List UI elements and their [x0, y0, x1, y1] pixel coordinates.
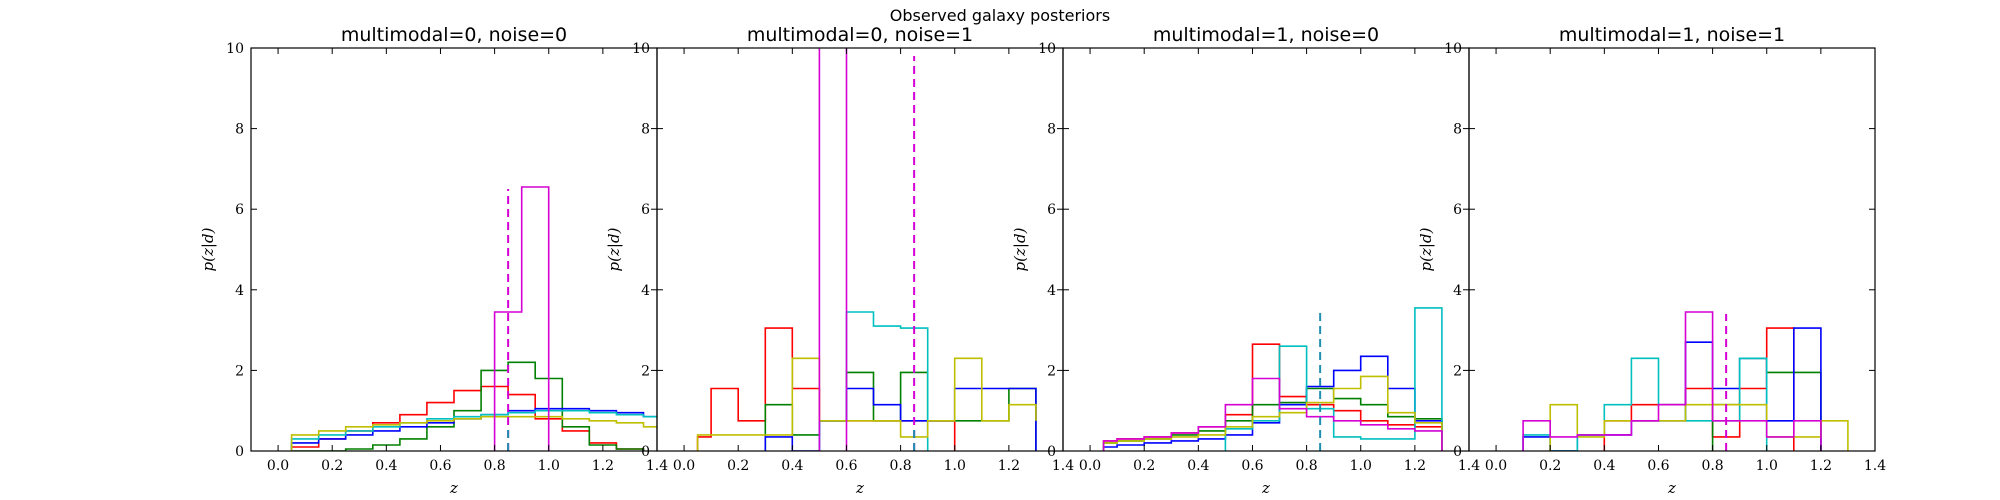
- y-tick-label: 6: [1453, 202, 1462, 218]
- x-tick-label: 0.0: [1079, 458, 1101, 474]
- x-tick-label: 1.0: [944, 458, 966, 474]
- x-tick-label: 0.4: [375, 458, 397, 474]
- plot-area: [696, 48, 1037, 451]
- y-axis-label: p(z|d): [605, 227, 623, 271]
- x-tick-label: 0.4: [1187, 458, 1209, 474]
- x-tick-label: 1.0: [538, 458, 560, 474]
- y-tick-label: 0: [1453, 444, 1462, 460]
- panel-title: multimodal=0, noise=1: [747, 24, 973, 46]
- x-tick-label: 1.0: [1350, 458, 1372, 474]
- histogram-series-2: [1102, 387, 1443, 451]
- y-tick-label: 6: [641, 202, 650, 218]
- x-tick-label: 1.4: [646, 458, 668, 474]
- x-tick-label: 0.2: [1133, 458, 1155, 474]
- x-tick-label: 0.6: [429, 458, 451, 474]
- y-tick-label: 4: [641, 283, 650, 299]
- axes-frame: [1062, 47, 1470, 452]
- plot-area: [290, 186, 657, 451]
- histogram-series-2: [291, 361, 645, 451]
- x-tick-label: 1.2: [592, 458, 614, 474]
- x-tick-label: 0.8: [483, 458, 505, 474]
- x-tick-label: 0.0: [1485, 458, 1507, 474]
- y-tick-label: 8: [641, 122, 650, 138]
- y-tick-label: 6: [235, 202, 244, 218]
- y-tick-label: 10: [1444, 41, 1462, 57]
- y-tick-label: 10: [1038, 41, 1056, 57]
- panel-title: multimodal=1, noise=1: [1559, 24, 1785, 46]
- y-tick-label: 0: [641, 444, 650, 460]
- y-tick-label: 0: [1047, 444, 1056, 460]
- histogram-series-6: [1522, 311, 1822, 451]
- histogram-series-5: [1549, 403, 1849, 451]
- y-tick-label: 8: [235, 122, 244, 138]
- plot-area: [1102, 307, 1443, 451]
- x-tick-label: 0.2: [321, 458, 343, 474]
- x-tick-label: 0.8: [1701, 458, 1723, 474]
- x-tick-label: 0.4: [1593, 458, 1615, 474]
- x-tick-label: 1.0: [1756, 458, 1778, 474]
- histogram-series-6: [818, 48, 848, 451]
- axes-frame: [1468, 47, 1876, 452]
- y-tick-label: 4: [1047, 283, 1056, 299]
- panel-title: multimodal=0, noise=0: [341, 24, 567, 46]
- x-tick-label: 1.2: [1810, 458, 1832, 474]
- figure-title: Observed galaxy posteriors: [889, 6, 1111, 25]
- panel-2: 0.0 0.2 0.4 0.6 0.8 1.0 1.2 1.40246810multimoda…: [605, 24, 1074, 497]
- panel-3: 0.0 0.2 0.4 0.6 0.8 1.0 1.2 1.40246810multimoda…: [1011, 24, 1480, 497]
- histogram-series-3: [1522, 327, 1822, 451]
- x-tick-label: 0.6: [1241, 458, 1263, 474]
- y-tick-label: 2: [1047, 363, 1056, 379]
- histogram-series-1: [1603, 327, 1795, 451]
- y-tick-label: 6: [1047, 202, 1056, 218]
- y-axis-label: p(z|d): [1011, 227, 1029, 271]
- y-tick-label: 2: [641, 363, 650, 379]
- x-tick-label: 0.0: [267, 458, 289, 474]
- x-tick-label: 0.0: [673, 458, 695, 474]
- x-tick-label: 1.4: [1052, 458, 1074, 474]
- y-tick-label: 10: [226, 41, 244, 57]
- y-tick-label: 8: [1453, 122, 1462, 138]
- panel-title: multimodal=1, noise=0: [1153, 24, 1379, 46]
- y-tick-label: 4: [1453, 283, 1462, 299]
- x-tick-label: 0.8: [1295, 458, 1317, 474]
- plot-area: [1522, 311, 1849, 451]
- x-tick-label: 0.6: [835, 458, 857, 474]
- x-axis-label: z: [1667, 479, 1676, 497]
- histogram-series-5: [290, 415, 657, 451]
- histogram-series-5: [696, 357, 1037, 451]
- y-tick-label: 0: [235, 444, 244, 460]
- y-tick-label: 2: [235, 363, 244, 379]
- x-tick-label: 1.2: [1404, 458, 1426, 474]
- x-tick-label: 1.4: [1458, 458, 1480, 474]
- x-tick-label: 0.2: [1539, 458, 1561, 474]
- x-axis-label: z: [855, 479, 864, 497]
- y-axis-label: p(z|d): [199, 227, 217, 271]
- y-tick-label: 2: [1453, 363, 1462, 379]
- x-tick-label: 0.4: [781, 458, 803, 474]
- histogram-series-6: [1102, 377, 1443, 451]
- histogram-series-3: [1102, 355, 1443, 451]
- axes-frame: [656, 47, 1064, 452]
- x-tick-label: 1.4: [1864, 458, 1886, 474]
- histogram-series-1: [696, 327, 956, 451]
- panel-1: 0.0 0.2 0.4 0.6 0.8 1.0 1.2 1.40246810multimoda…: [199, 24, 668, 497]
- y-tick-label: 4: [235, 283, 244, 299]
- y-axis-label: p(z|d): [1417, 227, 1435, 271]
- x-tick-label: 0.8: [889, 458, 911, 474]
- x-axis-label: z: [1261, 479, 1270, 497]
- x-tick-label: 0.2: [727, 458, 749, 474]
- x-tick-label: 0.6: [1647, 458, 1669, 474]
- histogram-series-1: [1102, 343, 1443, 451]
- histogram-series-6: [493, 186, 550, 451]
- y-tick-label: 8: [1047, 122, 1056, 138]
- histogram-series-5: [1102, 375, 1443, 451]
- panel-4: 0.0 0.2 0.4 0.6 0.8 1.0 1.2 1.40246810multimoda…: [1417, 24, 1886, 497]
- y-tick-label: 10: [632, 41, 650, 57]
- x-axis-label: z: [449, 479, 458, 497]
- x-tick-label: 1.2: [998, 458, 1020, 474]
